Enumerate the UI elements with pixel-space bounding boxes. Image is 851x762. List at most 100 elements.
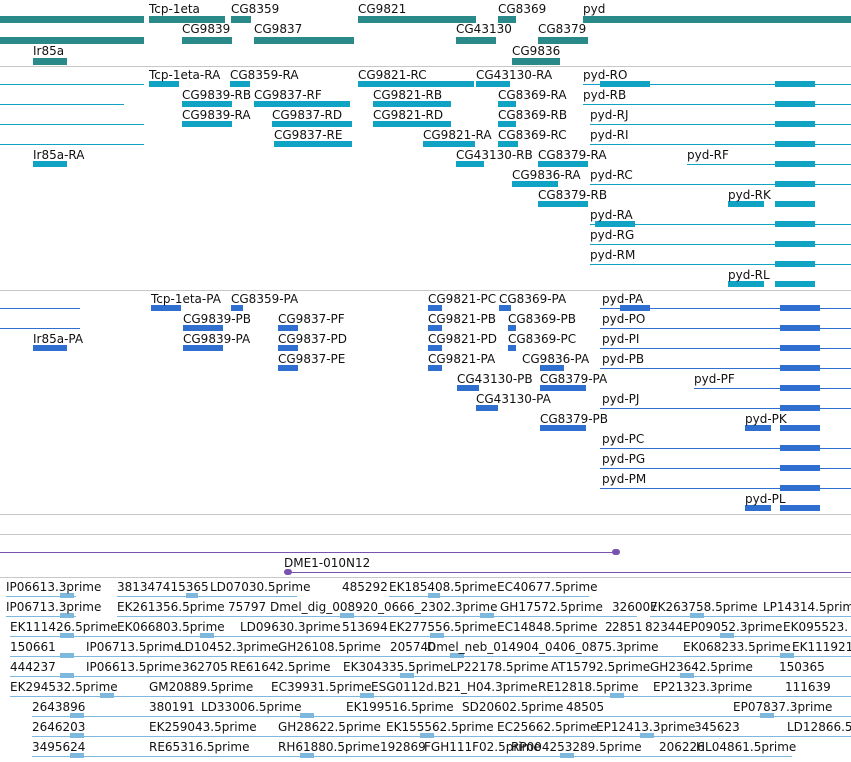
transcript-line[interactable] [590,124,851,125]
est-line[interactable] [389,596,589,597]
gene-label[interactable]: pyd [583,2,606,16]
transcript-label[interactable]: pyd-RI [590,128,629,142]
est-line[interactable] [10,656,851,657]
est-label[interactable]: LD10452.3prime [178,640,279,654]
transcript-label[interactable]: pyd-RK [728,188,771,202]
cds-block[interactable] [780,485,820,491]
exon-block[interactable] [498,121,516,127]
gene-glyph[interactable] [358,16,476,23]
est-label[interactable]: RE65316.5prime [149,740,250,754]
transcript-label[interactable]: pyd-RB [583,88,627,102]
transcript-label[interactable]: CG9837-RE [274,128,343,142]
gene-label[interactable]: CG9836 [512,44,561,58]
est-label[interactable]: IP06613.5prime [86,660,182,674]
est-label[interactable]: 150661 [10,640,56,654]
cds-block[interactable] [745,505,771,511]
est-line[interactable] [32,736,851,737]
est-label[interactable]: IP06713.5prime [86,640,182,654]
exon-block[interactable] [149,81,179,87]
exon-block[interactable] [538,201,588,207]
cds-block[interactable] [780,405,820,411]
est-label[interactable]: EK261356.5prime [117,600,225,614]
gene-label[interactable]: CG9837 [254,22,303,36]
transcript-line[interactable] [687,164,851,165]
cds-line[interactable] [694,388,851,389]
cds-label[interactable]: CG8369-PA [499,292,567,306]
est-block[interactable] [360,693,374,698]
cds-label[interactable]: pyd-PJ [602,392,640,406]
exon-block[interactable] [254,101,350,107]
est-label[interactable]: RE12818.5prime [538,680,639,694]
est-label[interactable]: EP21323.3prime [653,680,753,694]
cds-line[interactable] [600,448,851,449]
est-block[interactable] [690,613,704,618]
est-line[interactable] [650,616,851,617]
cds-line[interactable] [600,488,851,489]
exon-block[interactable] [775,181,815,187]
est-line[interactable] [117,596,297,597]
est-block[interactable] [450,653,464,658]
cds-label[interactable]: CG8359-PA [231,292,299,306]
exon-block[interactable] [775,141,815,147]
transcript-label[interactable]: CG9821-RD [373,108,444,122]
transcript-line[interactable] [0,84,144,85]
est-label[interactable]: EK095523. [783,620,849,634]
est-label[interactable]: EC25662.5prime [497,720,598,734]
cds-label[interactable]: CG43130-PB [457,372,533,386]
transcript-label[interactable]: CG8359-RA [230,68,299,82]
cds-line[interactable] [600,328,851,329]
est-label[interactable]: IP06613.3prime [6,580,102,594]
est-label[interactable]: EC39931.5prime [271,680,372,694]
est-label[interactable]: IP06713.3prime [6,600,102,614]
est-line[interactable] [10,696,851,697]
cds-label[interactable]: pyd-PK [745,412,787,426]
est-label[interactable]: EK068233.5prime [683,640,791,654]
cds-line[interactable] [0,308,80,309]
exon-block[interactable] [775,241,815,247]
cds-label[interactable]: pyd-PM [602,472,647,486]
exon-block[interactable] [373,121,451,127]
cds-block[interactable] [457,385,479,391]
est-block[interactable] [60,653,74,658]
gene-label[interactable]: CG9821 [358,2,407,16]
est-label[interactable]: 485292 [342,580,388,594]
est-block[interactable] [60,633,74,638]
gene-glyph[interactable] [498,16,516,23]
est-label[interactable]: 111639 [785,680,831,694]
est-block[interactable] [60,593,74,598]
exon-block[interactable] [498,101,516,107]
gene-label[interactable]: CG8369 [498,2,547,16]
est-label[interactable]: EK294532.5prime [10,680,118,694]
exon-block[interactable] [274,141,352,147]
est-label[interactable]: 326007 [612,600,658,614]
est-label[interactable]: GM20889.5prime [149,680,254,694]
cds-label[interactable]: pyd-PA [602,292,644,306]
cds-label[interactable]: pyd-PF [694,372,735,386]
est-label[interactable]: AT15792.5prime [551,660,651,674]
exon-block[interactable] [33,161,67,167]
gene-glyph[interactable] [538,37,588,44]
est-label[interactable]: 380191 [149,700,195,714]
est-label[interactable]: RP004253289.5prime [511,740,642,754]
cds-line[interactable] [0,328,80,329]
est-label[interactable]: EK199516.5prime [346,700,454,714]
est-label[interactable]: 192869 [380,740,426,754]
cds-block[interactable] [278,325,298,331]
cds-block[interactable] [780,505,820,511]
cds-label[interactable]: pyd-PC [602,432,645,446]
cds-block[interactable] [780,385,820,391]
est-block[interactable] [640,733,654,738]
gene-glyph[interactable] [182,37,232,44]
est-label[interactable]: 48505 [566,700,605,714]
est-label[interactable]: EK111921.5 [792,640,851,654]
transcript-label[interactable]: pyd-RC [590,168,633,182]
est-label[interactable]: EK259043.5prime [149,720,257,734]
cds-block[interactable] [620,305,650,311]
cds-label[interactable]: CG8379-PA [540,372,608,386]
exon-block[interactable] [272,121,352,127]
transcript-label[interactable]: CG8379-RA [538,148,607,162]
est-block[interactable] [300,753,314,758]
gene-label[interactable]: CG9839 [182,22,231,36]
cds-label[interactable]: CG43130-PA [476,392,551,406]
est-block[interactable] [60,673,74,678]
